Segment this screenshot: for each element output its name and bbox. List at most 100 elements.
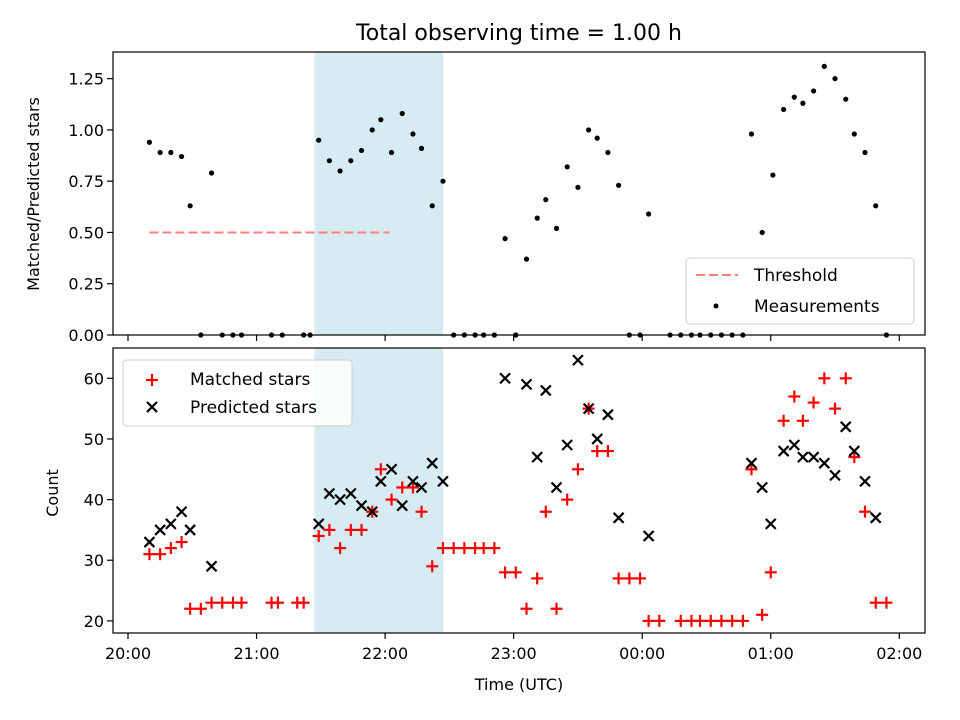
matched-star-point <box>869 596 882 609</box>
predicted-star-point <box>869 512 882 524</box>
predicted-star-point <box>143 536 156 548</box>
measurement-point <box>534 215 540 221</box>
measurement-point <box>594 135 600 141</box>
matched-star-point <box>447 542 460 555</box>
count-y-axis-label: Count <box>43 469 62 517</box>
predicted-star-point <box>764 518 777 530</box>
measurement-point <box>146 139 153 145</box>
matched-star-point <box>818 372 831 385</box>
y-tick-label: 1.25 <box>68 70 104 89</box>
y-tick-label: 60 <box>84 369 104 388</box>
measurement-point <box>187 203 193 209</box>
predicted-star-point <box>612 512 625 524</box>
matched-star-point <box>509 566 522 579</box>
matched-star-point <box>561 493 574 506</box>
measurement-point <box>791 94 797 100</box>
measurement-point <box>770 172 776 178</box>
observing-window-shade <box>314 52 443 335</box>
predicted-star-point <box>561 439 573 451</box>
x-tick-label: 21:00 <box>233 644 279 663</box>
matched-star-point <box>488 542 501 555</box>
measurement-point <box>358 147 365 154</box>
predicted-star-point <box>345 487 357 500</box>
measurement-point <box>851 131 857 137</box>
matched-star-point <box>271 596 284 609</box>
measurement-point <box>832 76 838 82</box>
measurement-point <box>168 149 174 156</box>
matched-star-point <box>571 463 584 476</box>
y-tick-label: 30 <box>84 551 104 570</box>
matched-star-point <box>539 505 552 518</box>
legend-predicted-swatch <box>146 401 158 413</box>
predicted-star-point <box>602 408 614 421</box>
measurement-point <box>316 137 322 143</box>
ratio-y-axis-label: Matched/Predicted stars <box>24 97 43 291</box>
matched-star-point <box>334 542 347 555</box>
measurement-point <box>810 88 817 94</box>
ratio-panel-frame <box>112 51 926 336</box>
measurement-point <box>821 63 827 69</box>
matched-star-point <box>601 445 614 458</box>
matched-star-point <box>634 572 647 585</box>
matched-star-point <box>694 614 707 627</box>
measurement-point <box>429 203 435 209</box>
predicted-star-point <box>582 402 595 415</box>
measurement-point <box>605 149 611 156</box>
legend-matched-label: Matched stars <box>190 370 310 390</box>
measurement-point <box>178 153 185 160</box>
x-tick-label: 20:00 <box>105 644 151 663</box>
matched-star-point <box>591 445 604 458</box>
matched-star-point <box>612 572 625 585</box>
matched-star-point <box>859 505 872 518</box>
predicted-star-point <box>385 463 398 476</box>
predicted-star-point <box>540 384 552 397</box>
matched-star-point <box>520 602 533 615</box>
matched-star-point <box>880 596 893 609</box>
measurement-point <box>616 182 622 188</box>
predicted-star-point <box>499 372 511 385</box>
predicted-star-point <box>205 560 218 573</box>
matched-star-point <box>653 614 666 627</box>
measurement-point <box>800 100 806 106</box>
legend-matched-swatch <box>146 374 158 386</box>
measurement-point <box>748 131 755 137</box>
ratio-y-axis: 0.00 0.25 0.50 0.75 1.00 1.25 <box>68 70 113 345</box>
matched-star-point <box>839 372 852 385</box>
count-legend-box <box>122 359 353 427</box>
matched-star-point <box>312 529 325 542</box>
matched-star-point <box>796 414 809 427</box>
predicted-star-point <box>184 524 196 536</box>
count-panel-frame <box>112 347 926 634</box>
predicted-star-point <box>415 481 428 494</box>
x-axis-label: Time (UTC) <box>474 675 563 694</box>
predicted-star-point <box>366 505 379 518</box>
measurement-point <box>337 168 343 174</box>
matched-star-point <box>848 451 861 464</box>
chart-title: Total observing time = 1.00 h <box>355 21 682 46</box>
x-tick-label: 02:00 <box>876 644 922 663</box>
matched-star-point <box>385 493 398 506</box>
matched-star-point <box>777 414 790 427</box>
count-x-axis: 20:00 21:00 22:00 23:00 00:00 01:00 02:00 <box>105 633 922 663</box>
measurement-point <box>326 158 332 164</box>
matched-star-point <box>623 572 636 585</box>
matched-star-point <box>715 614 728 627</box>
matched-star-point <box>297 596 310 609</box>
measurement-point <box>388 149 395 156</box>
matched-star-point <box>764 566 777 579</box>
ratio-legend: Threshold Measurements <box>685 257 915 325</box>
matched-star-point <box>704 614 717 627</box>
y-tick-label: 1.00 <box>68 121 104 140</box>
matched-star-point <box>477 542 490 555</box>
legend-threshold-label: Threshold <box>753 266 838 286</box>
matched-star-point <box>406 481 419 494</box>
predicted-star-point <box>797 451 809 463</box>
matched-star-point <box>323 523 336 536</box>
predicted-star-point <box>520 378 533 391</box>
predicted-star-point <box>839 421 852 433</box>
matched-star-point <box>756 608 769 621</box>
predicted-star-point <box>756 481 768 494</box>
predicted-star-point <box>165 518 177 530</box>
legend-measurements-label: Measurements <box>754 297 880 317</box>
matched-star-point <box>205 596 218 609</box>
